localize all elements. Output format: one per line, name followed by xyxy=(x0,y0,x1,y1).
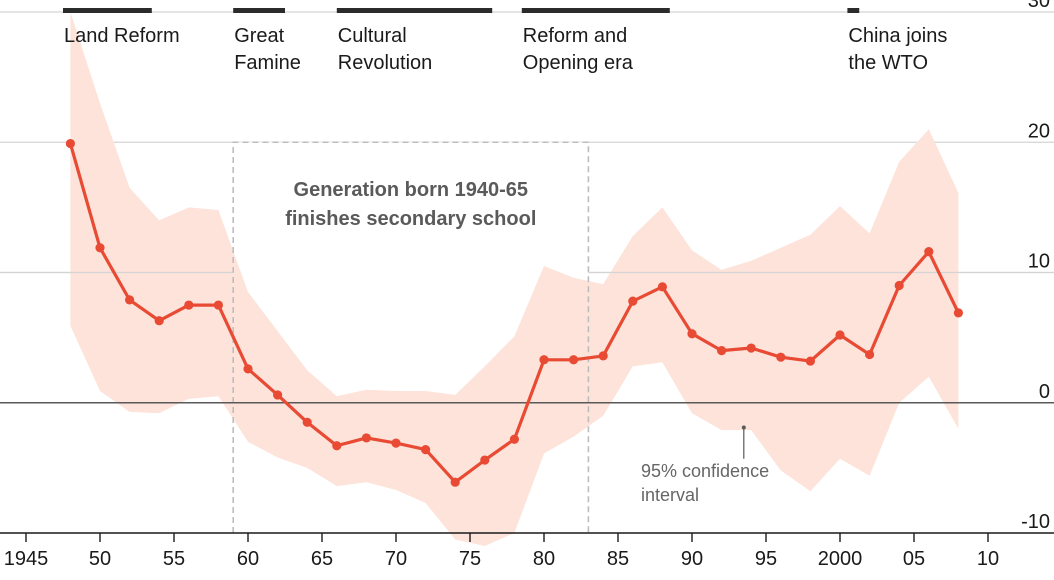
x-axis: 1945 50 55 60 65 70 75 80 85 90 95 2000 05 10 xyxy=(0,532,1054,570)
data-point xyxy=(746,343,756,353)
data-point xyxy=(480,455,490,465)
x-tick-label: 90 xyxy=(681,548,703,570)
data-point xyxy=(450,477,460,487)
data-point xyxy=(421,445,431,455)
x-tick-label: 55 xyxy=(163,548,185,570)
era-markers: Land Reform Great Famine Cultural Revolution… xyxy=(63,8,947,74)
y-tick-label: 0 xyxy=(1039,381,1050,403)
era-label: the WTO xyxy=(848,52,928,74)
data-point xyxy=(95,243,105,253)
confidence-band-label: interval xyxy=(641,485,699,505)
era-label: China joins xyxy=(848,25,947,47)
x-tick-label: 2000 xyxy=(818,548,863,570)
data-point xyxy=(332,441,342,451)
x-tick-label: 85 xyxy=(607,548,629,570)
x-tick-label: 75 xyxy=(459,548,481,570)
data-point xyxy=(154,316,164,326)
data-point xyxy=(361,433,371,443)
x-tick-label: 70 xyxy=(385,548,407,570)
era-bar xyxy=(336,8,493,13)
era-bar xyxy=(521,8,670,13)
data-point xyxy=(243,364,253,374)
x-tick-label: 95 xyxy=(755,548,777,570)
confidence-pointer-dot xyxy=(741,425,746,430)
confidence-band-label: 95% confidence xyxy=(641,461,769,481)
x-tick-label: 80 xyxy=(533,548,555,570)
y-tick-label: 10 xyxy=(1028,251,1050,273)
era-bar xyxy=(63,8,152,13)
y-tick-label: 30 xyxy=(1028,0,1050,12)
data-point xyxy=(835,330,845,340)
data-point xyxy=(213,300,223,310)
annotation-box-label: finishes secondary school xyxy=(285,208,536,230)
era-label: Great xyxy=(234,25,284,47)
data-point xyxy=(687,329,697,339)
era-label: Revolution xyxy=(338,52,433,74)
data-point xyxy=(953,308,964,318)
x-tick-label: 1945 xyxy=(4,548,49,570)
data-point xyxy=(894,280,904,291)
data-point xyxy=(924,247,934,257)
series-points-layer xyxy=(65,138,964,487)
y-axis-tick-labels: -10 0 10 20 30 xyxy=(1021,0,1050,533)
era-label: Land Reform xyxy=(64,25,180,47)
data-point xyxy=(302,417,312,427)
data-point xyxy=(539,355,549,365)
x-tick-label: 10 xyxy=(977,548,999,570)
era-label: Famine xyxy=(234,52,301,74)
x-tick-label: 05 xyxy=(903,548,925,570)
era-bar xyxy=(847,8,860,13)
era-label: Cultural xyxy=(338,25,407,47)
confidence-band-in-box xyxy=(233,250,589,533)
data-point xyxy=(805,356,816,366)
data-point xyxy=(657,282,668,292)
data-point xyxy=(569,355,579,365)
data-point xyxy=(273,390,283,400)
data-point xyxy=(391,438,401,448)
x-tick-label: 50 xyxy=(89,548,111,570)
x-tick-label: 60 xyxy=(237,548,259,570)
y-tick-label: 20 xyxy=(1028,120,1050,142)
data-point xyxy=(598,351,608,361)
data-point xyxy=(184,300,194,310)
data-point xyxy=(776,352,786,362)
data-point xyxy=(509,434,519,444)
data-point xyxy=(717,346,727,356)
x-tick-label: 65 xyxy=(311,548,333,570)
y-tick-label: -10 xyxy=(1021,511,1050,533)
data-point xyxy=(65,138,75,149)
annotations: Generation born 1940-65 finishes secondar… xyxy=(285,179,769,505)
era-label: Reform and xyxy=(523,25,628,47)
annotation-box-layer xyxy=(0,141,1054,533)
era-label: Opening era xyxy=(523,52,634,74)
data-point xyxy=(125,295,135,305)
data-point xyxy=(628,296,638,306)
annotation-box-label: Generation born 1940-65 xyxy=(294,179,529,201)
data-point xyxy=(865,349,875,360)
era-bar xyxy=(233,8,285,13)
